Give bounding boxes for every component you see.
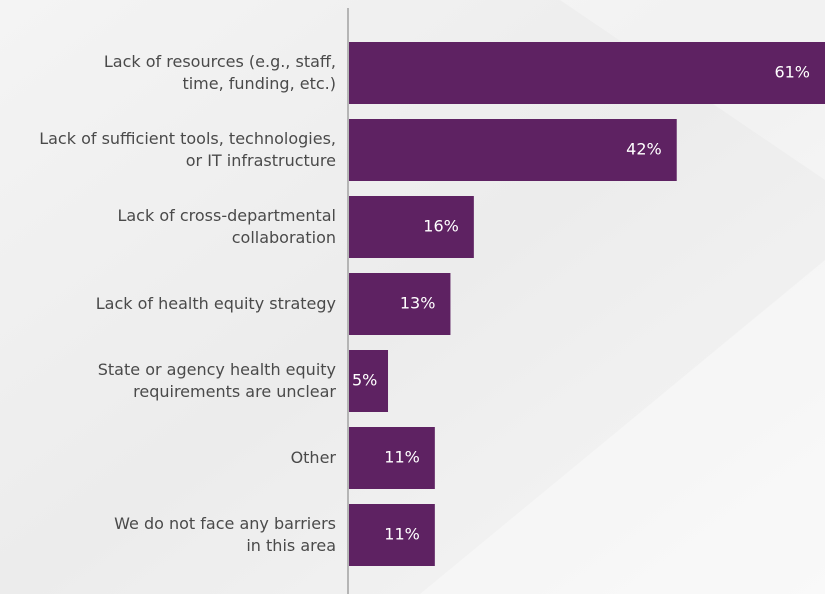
bar (349, 427, 435, 489)
value-label: 5% (352, 371, 377, 390)
value-label: 13% (400, 294, 436, 313)
value-label: 42% (626, 140, 662, 159)
bar (349, 350, 389, 412)
bar (349, 504, 435, 566)
category-label: We do not face any barriers in this area (114, 514, 336, 555)
category-label: State or agency health equity requirement… (98, 360, 337, 401)
bar (349, 42, 825, 104)
value-label: 16% (423, 217, 459, 236)
category-label: Lack of resources (e.g., staff, time, fun… (104, 52, 336, 93)
background-shape (420, 260, 825, 594)
bar (349, 196, 474, 258)
category-label: Other (291, 448, 337, 467)
bar (349, 119, 677, 181)
category-label: Lack of health equity strategy (96, 294, 336, 313)
value-label: 11% (384, 525, 420, 544)
value-label: 11% (384, 448, 420, 467)
category-label: Lack of cross-departmental collaboration (117, 206, 336, 247)
category-label: Lack of sufficient tools, technologies, o… (39, 129, 336, 170)
bar (349, 273, 451, 335)
value-label: 61% (774, 63, 810, 82)
